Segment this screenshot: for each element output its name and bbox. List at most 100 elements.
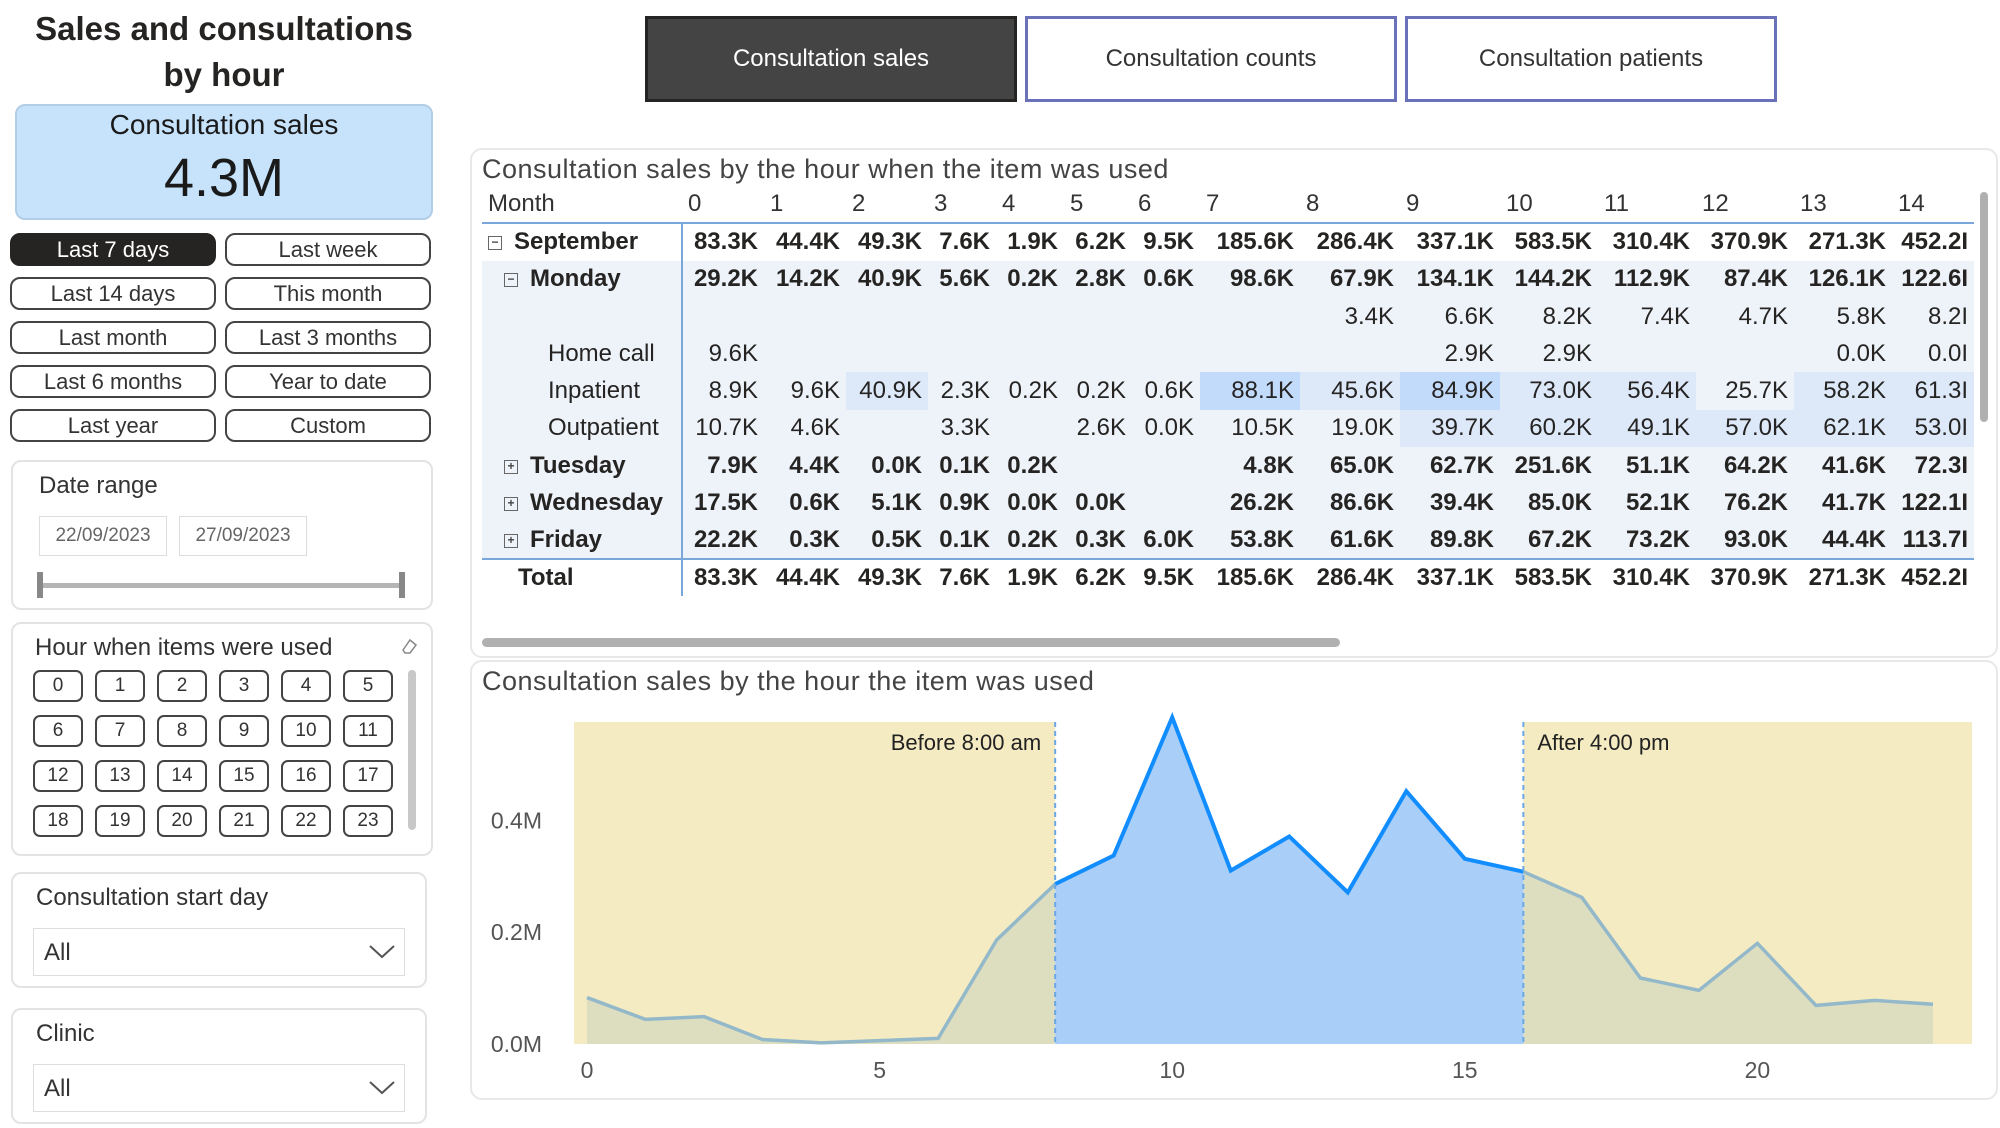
matrix-cell: 452.2I	[1901, 228, 1968, 256]
period-last-month[interactable]: Last month	[10, 321, 216, 354]
matrix-cell: 60.2K	[1500, 409, 1598, 448]
hour-button-0[interactable]: 0	[33, 670, 83, 702]
matrix-cell	[846, 409, 928, 448]
matrix-row: + Wednesday 17.5K 0.6K 5.1K 0.9K 0.0K 0.0K 26.2K…	[482, 484, 1974, 522]
period-this-month[interactable]: This month	[225, 277, 431, 310]
hour-button-13[interactable]: 13	[95, 760, 145, 792]
matrix-column-header[interactable]: 9	[1400, 186, 1500, 225]
matrix-cell	[928, 335, 996, 373]
hour-button-10[interactable]: 10	[281, 715, 331, 747]
matrix-column-header[interactable]: 10	[1500, 186, 1598, 225]
period-last-week[interactable]: Last week	[225, 233, 431, 266]
tab-consultation-counts[interactable]: Consultation counts	[1025, 16, 1397, 102]
matrix-column-header[interactable]: 12	[1696, 186, 1794, 225]
tab-consultation-patients[interactable]: Consultation patients	[1405, 16, 1777, 102]
expand-icon[interactable]: +	[504, 459, 518, 474]
tab-consultation-sales[interactable]: Consultation sales	[645, 16, 1017, 102]
hour-button-11[interactable]: 11	[343, 715, 393, 747]
matrix-cell: 73.0K	[1500, 372, 1598, 410]
matrix-column-header[interactable]: 11	[1598, 186, 1696, 225]
matrix-cell: 4.6K	[764, 409, 846, 448]
matrix-column-header[interactable]: 1	[764, 186, 846, 225]
matrix-cell: 0.0K	[1794, 335, 1892, 373]
period-year-to-date[interactable]: Year to date	[225, 365, 431, 398]
hour-button-22[interactable]: 22	[281, 805, 331, 837]
matrix-column-header[interactable]: 2	[846, 186, 928, 225]
hour-button-1[interactable]: 1	[95, 670, 145, 702]
matrix-cell: 0.2K	[1064, 372, 1132, 410]
annotation-before: Before 8:00 am	[891, 730, 1041, 755]
matrix-row-header-cell[interactable]: + Friday	[482, 521, 683, 559]
matrix-cell: 57.0K	[1696, 409, 1794, 448]
period-last-3-months[interactable]: Last 3 months	[225, 321, 431, 354]
hour-button-7[interactable]: 7	[95, 715, 145, 747]
period-last-14-days[interactable]: Last 14 days	[10, 277, 216, 310]
matrix-cell: 2.8K	[1064, 260, 1132, 298]
start-day-dropdown[interactable]: All	[33, 928, 405, 976]
matrix-column-header[interactable]: 3	[928, 186, 996, 225]
hour-button-12[interactable]: 12	[33, 760, 83, 792]
matrix-cell: 83.3K	[693, 228, 758, 256]
date-start-input[interactable]: 22/09/2023	[39, 516, 167, 556]
hour-button-9[interactable]: 9	[219, 715, 269, 747]
hour-button-14[interactable]: 14	[157, 760, 207, 792]
matrix-cell: 61.3I	[1892, 372, 1974, 410]
period-last-7-days[interactable]: Last 7 days	[10, 233, 216, 266]
hour-slicer-scrollbar[interactable]	[408, 670, 416, 830]
matrix-column-header[interactable]: 7	[1200, 186, 1300, 225]
matrix-column-header[interactable]: 6	[1132, 186, 1200, 225]
expand-icon[interactable]: +	[504, 497, 518, 512]
hour-button-6[interactable]: 6	[33, 715, 83, 747]
matrix-column-header[interactable]: 5	[1064, 186, 1132, 225]
matrix-cell: 7.9K	[682, 447, 764, 485]
hour-button-5[interactable]: 5	[343, 670, 393, 702]
matrix-column-header[interactable]: 0	[682, 186, 764, 225]
matrix-row-header-cell[interactable]: − Monday	[482, 260, 683, 298]
matrix-row-label: Wednesday	[530, 489, 663, 517]
expand-icon[interactable]: +	[504, 533, 518, 548]
matrix-row-header-cell: Outpatient	[482, 409, 683, 448]
matrix-cell: 8.2I	[1892, 297, 1974, 336]
hour-button-23[interactable]: 23	[343, 805, 393, 837]
matrix-cell: 122.1I	[1892, 484, 1974, 522]
hour-button-20[interactable]: 20	[157, 805, 207, 837]
kpi-label: Consultation sales	[109, 109, 339, 140]
hour-button-3[interactable]: 3	[219, 670, 269, 702]
hour-button-17[interactable]: 17	[343, 760, 393, 792]
x-tick-label: 20	[1745, 1057, 1771, 1083]
matrix-horizontal-scrollbar[interactable]	[482, 638, 1340, 647]
period-last-year[interactable]: Last year	[10, 409, 216, 442]
matrix-cell: 0.9K	[928, 484, 996, 522]
clinic-dropdown[interactable]: All	[33, 1064, 405, 1112]
period-custom[interactable]: Custom	[225, 409, 431, 442]
matrix-column-header[interactable]: 13	[1794, 186, 1892, 225]
period-last-6-months[interactable]: Last 6 months	[10, 365, 216, 398]
matrix-vertical-scrollbar[interactable]	[1980, 192, 1988, 422]
matrix-row-header-cell[interactable]: + Wednesday	[482, 484, 683, 522]
hour-button-15[interactable]: 15	[219, 760, 269, 792]
matrix-row-header[interactable]: Month	[482, 186, 682, 225]
matrix-cell: 0.2K	[996, 260, 1064, 298]
collapse-icon[interactable]: −	[488, 236, 502, 251]
hour-button-2[interactable]: 2	[157, 670, 207, 702]
date-end-input[interactable]: 27/09/2023	[179, 516, 307, 556]
matrix-row-header-cell[interactable]: + Tuesday	[482, 447, 683, 485]
collapse-icon[interactable]: −	[504, 273, 518, 288]
matrix-column-header[interactable]: 14	[1892, 186, 1974, 225]
date-slider-start-handle[interactable]	[37, 572, 43, 598]
hour-button-8[interactable]: 8	[157, 715, 207, 747]
matrix-row: − Monday 29.2K 14.2K 40.9K 5.6K 0.2K 2.8K 0.6K 98…	[482, 260, 1974, 298]
hour-button-4[interactable]: 4	[281, 670, 331, 702]
hour-button-21[interactable]: 21	[219, 805, 269, 837]
hour-button-18[interactable]: 18	[33, 805, 83, 837]
matrix-column-header[interactable]: 4	[996, 186, 1064, 225]
date-range-card: Date range 22/09/2023 27/09/2023	[11, 460, 433, 610]
matrix-cell	[1132, 297, 1200, 336]
hour-button-19[interactable]: 19	[95, 805, 145, 837]
hour-button-16[interactable]: 16	[281, 760, 331, 792]
matrix-column-header[interactable]: 8	[1300, 186, 1400, 225]
matrix-cell: 286.4K	[1316, 228, 1394, 256]
date-slider-end-handle[interactable]	[399, 572, 405, 598]
matrix-row-header-cell[interactable]: − September	[482, 223, 683, 261]
eraser-icon[interactable]	[399, 636, 419, 656]
